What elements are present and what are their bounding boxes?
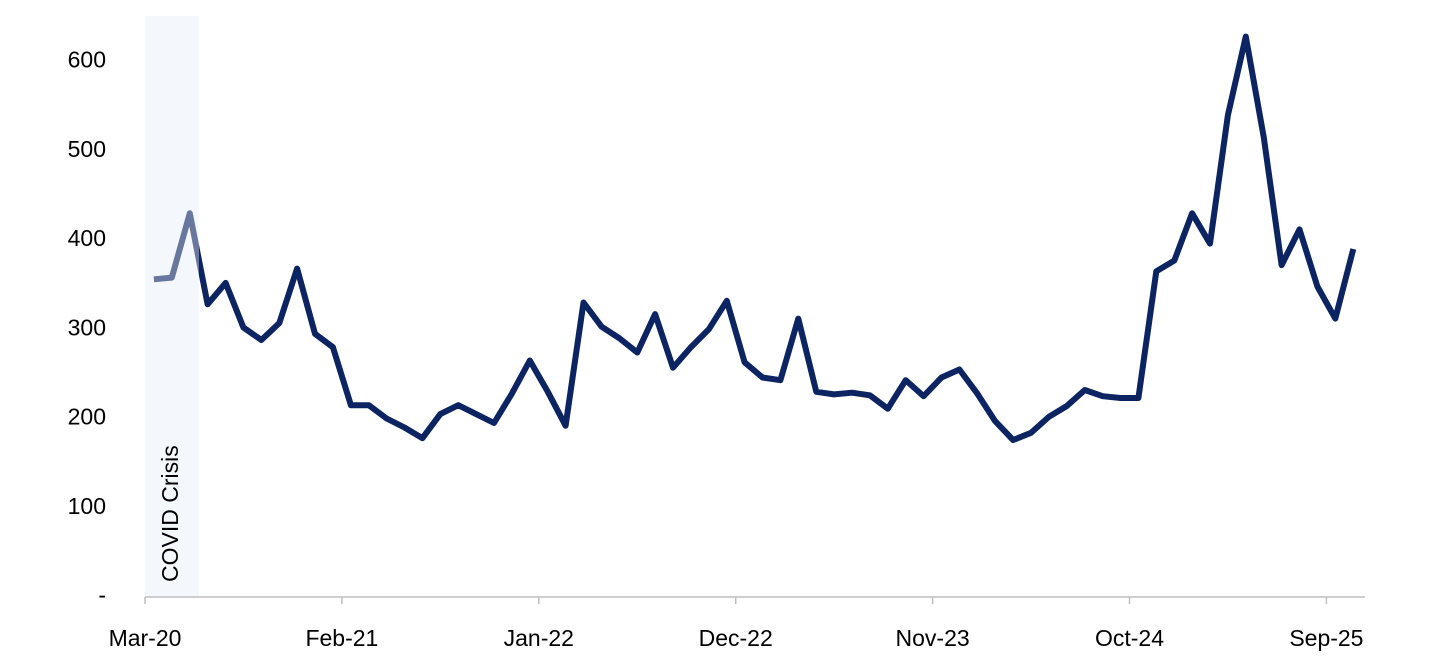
- covid-shade-overlay: [145, 16, 199, 597]
- data-line: [153, 33, 1357, 443]
- y-tick-label: 400: [68, 225, 106, 251]
- plot-area: [153, 33, 1357, 443]
- y-tick-label: 300: [68, 314, 106, 340]
- y-tick-label: 200: [68, 404, 106, 430]
- x-tick-label: Nov-23: [896, 625, 970, 651]
- x-tick-label: Jan-22: [504, 625, 574, 651]
- x-tick-label: Sep-25: [1289, 625, 1363, 651]
- x-tick-label: Feb-21: [305, 625, 378, 651]
- y-tick-label: 500: [68, 136, 106, 162]
- x-tick-label: Oct-24: [1095, 625, 1164, 651]
- x-tick-label: Dec-22: [699, 625, 773, 651]
- annotation: COVID Crisis: [157, 445, 183, 582]
- y-tick-label: -: [98, 582, 106, 608]
- covid-shade: [145, 16, 199, 597]
- x-tick-label: Mar-20: [109, 625, 182, 651]
- y-tick-label: 600: [68, 47, 106, 73]
- y-tick-label: 100: [68, 493, 106, 519]
